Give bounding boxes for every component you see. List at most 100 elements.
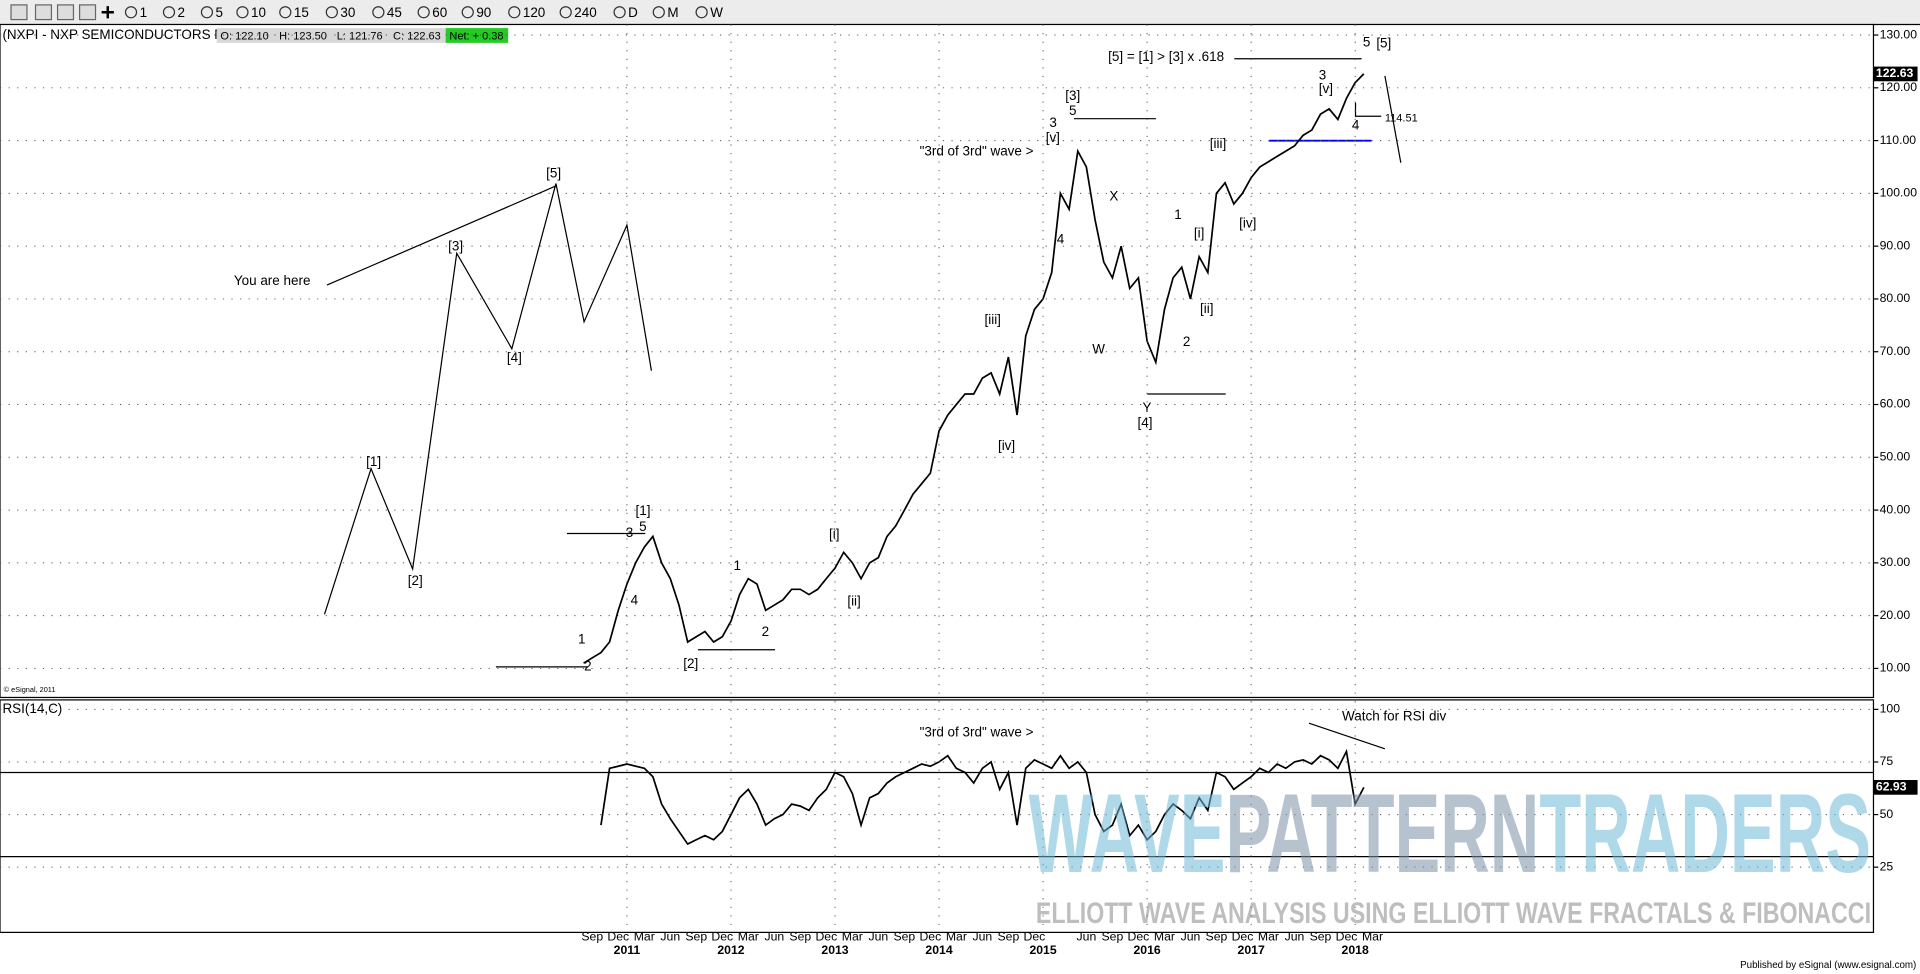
interval-icon[interactable] (325, 6, 338, 19)
watermark: WAVEPATTERNTRADERS ELLIOTT WAVE ANALYSIS… (1029, 770, 1871, 930)
symbol-title: (NXPI - NXP SEMICONDUCTORS N (2, 27, 224, 42)
annotation: Watch for RSI div (1342, 709, 1446, 724)
interval-icon[interactable] (461, 6, 474, 19)
annotation: 3 (626, 525, 633, 540)
annotation: 1 (1174, 207, 1181, 222)
annotation: 2 (1183, 334, 1190, 349)
annotation: "3rd of 3rd" wave > (920, 143, 1034, 158)
interval-icon[interactable] (417, 6, 430, 19)
watermark-subtitle: ELLIOTT WAVE ANALYSIS USING ELLIOTT WAVE… (1036, 897, 1871, 930)
interval-icon[interactable] (508, 6, 521, 19)
annotation: 5 (1363, 34, 1370, 49)
toolbar-icons (10, 4, 114, 21)
year-label: 2016 (1133, 943, 1160, 957)
interval-icon[interactable] (279, 6, 292, 19)
interval-button[interactable]: 240 (574, 5, 596, 20)
annotation: X (1109, 189, 1118, 204)
copyright: © eSignal, 2011 (4, 685, 56, 694)
year-label: 2011 (614, 943, 641, 957)
annotation: [2] (683, 656, 698, 671)
year-label: 2014 (925, 943, 952, 957)
year-label: 2017 (1238, 943, 1265, 957)
interval-button[interactable]: 60 (432, 5, 447, 20)
y-tick-label: 100.00 (1880, 186, 1918, 200)
x-tick-label: Jun (1181, 930, 1201, 944)
interval-icon[interactable] (652, 6, 665, 19)
interval-button[interactable]: 2 (178, 5, 185, 20)
x-tick-label: Jun (973, 930, 993, 944)
y-tick-label: 75 (1880, 754, 1894, 768)
x-tick-label: Dec (919, 930, 941, 944)
interval-icon[interactable] (124, 6, 138, 19)
interval-icon[interactable] (236, 6, 249, 19)
interval-icon[interactable] (613, 6, 626, 19)
annotation: 3 (1319, 67, 1326, 82)
projection-line (1384, 75, 1402, 163)
interval-button[interactable]: 120 (523, 5, 545, 20)
watermark-word: TRADERS (1539, 770, 1871, 896)
icon[interactable] (56, 4, 75, 21)
interval-button[interactable]: 15 (294, 5, 309, 20)
annotation: 5 (639, 519, 646, 534)
x-tick-label: Mar (1258, 930, 1279, 944)
interval-button[interactable]: 5 (216, 5, 223, 20)
toolbar (0, 0, 1920, 25)
x-tick-label: Dec (1128, 930, 1150, 944)
x-tick-label: Mar (1154, 930, 1175, 944)
rsi-title: RSI(14,C) (2, 701, 62, 716)
y-tick-label: 60.00 (1880, 397, 1911, 411)
interval-button[interactable]: 10 (251, 5, 266, 20)
annotation: 1 (733, 558, 740, 573)
interval-button[interactable]: D (628, 5, 638, 20)
annotation: [ii] (1200, 301, 1213, 316)
interval-icon[interactable] (372, 6, 385, 19)
interval-button[interactable]: W (710, 5, 723, 20)
x-tick-label: Sep (581, 930, 603, 944)
icon[interactable] (78, 4, 97, 21)
interval-button[interactable]: 90 (476, 5, 491, 20)
x-tick-label: Dec (1024, 930, 1046, 944)
interval-icon[interactable] (559, 6, 572, 19)
annotation: 1 (578, 632, 585, 647)
annotation: 2 (762, 624, 769, 639)
interval-bar: 1 2 5 10 15 30 45 60 90 120 240 D M W (124, 5, 723, 20)
y-tick-label: 20.00 (1880, 608, 1911, 622)
annotation: [4] (1138, 415, 1153, 430)
annotation: [i] (829, 526, 839, 541)
last-value-label: 62.93 (1876, 780, 1907, 794)
icon[interactable] (10, 4, 28, 21)
interval-button[interactable]: M (667, 5, 678, 20)
y-tick-label: 50 (1880, 807, 1894, 821)
year-label: 2012 (717, 943, 744, 957)
price-line (600, 748, 1365, 846)
annotation: [ii] (847, 594, 860, 609)
x-tick-label: Dec (607, 930, 629, 944)
annotation: [5] (1376, 36, 1391, 51)
last-value-label: 122.63 (1876, 66, 1914, 80)
year-label: 2013 (821, 943, 848, 957)
x-tick-label: Mar (842, 930, 863, 944)
pointer-line (326, 185, 557, 286)
x-tick-label: Dec (1336, 930, 1358, 944)
annotation: [i] (1194, 225, 1204, 240)
interval-icon[interactable] (200, 6, 214, 19)
x-tick-label: Sep (685, 930, 707, 944)
interval-button[interactable]: 30 (340, 5, 355, 20)
interval-button[interactable]: 45 (387, 5, 402, 20)
annotation: [3] (1065, 88, 1080, 103)
x-tick-label: Jun (1077, 930, 1097, 944)
icon[interactable] (34, 4, 53, 21)
annotation: [iv] (1239, 215, 1256, 230)
icon[interactable] (101, 6, 114, 19)
interval-icon[interactable] (695, 6, 708, 19)
x-tick-label: Sep (997, 930, 1019, 944)
annotation: W (1092, 342, 1105, 357)
interval-button[interactable]: 1 (140, 5, 147, 20)
quote-open: O: 122.10 (220, 31, 268, 43)
annotation: [iii] (984, 312, 1000, 327)
price-panel (0, 23, 1875, 699)
y-tick-label: 130.00 (1880, 27, 1918, 41)
annotation: 4 (631, 592, 639, 607)
interval-icon[interactable] (162, 6, 176, 19)
